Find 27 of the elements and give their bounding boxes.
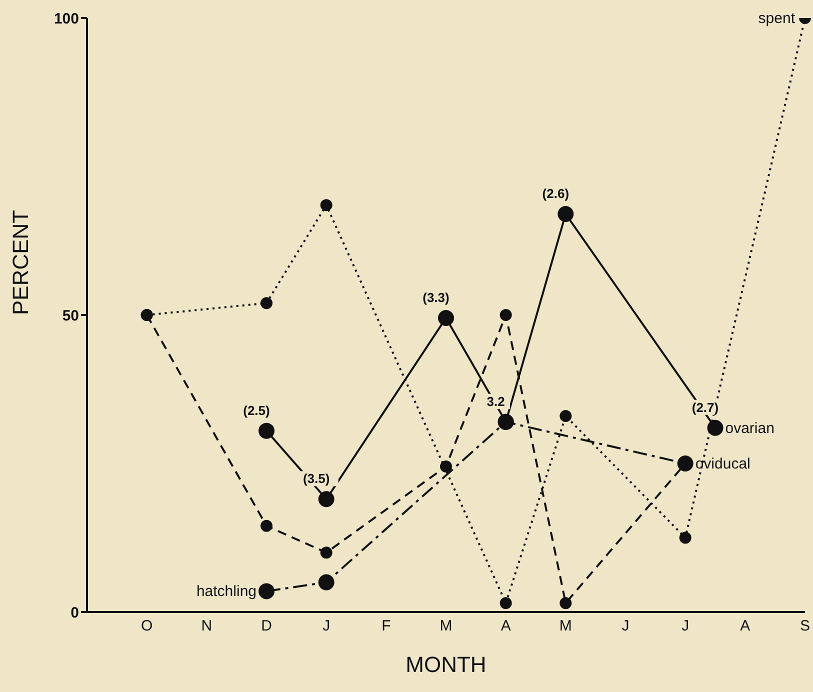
annotation: (3.5) — [302, 471, 330, 486]
x-tick-label: M — [559, 618, 572, 635]
annotation: (2.5) — [243, 402, 270, 418]
series-label: spent — [758, 10, 796, 27]
x-tick-label: J — [322, 618, 330, 635]
x-tick-label: A — [500, 618, 511, 635]
x-axis-title: MONTH — [406, 652, 486, 677]
series-label: hatchling — [196, 583, 256, 600]
annotation: 3.2 — [486, 394, 505, 409]
x-tick-label: J — [622, 618, 630, 635]
x-tick-label: N — [201, 618, 212, 635]
series-label: ovarian — [725, 420, 774, 437]
x-tick-label: J — [682, 618, 690, 635]
annotation: (3.3) — [422, 290, 450, 305]
x-tick-label: F — [382, 618, 391, 635]
y-axis-title: PERCENT — [8, 210, 33, 315]
annotation: (2.7) — [692, 400, 719, 415]
y-tick-label: 100 — [54, 10, 79, 28]
x-tick-label: M — [440, 618, 452, 635]
x-tick-label: D — [261, 618, 272, 635]
x-tick-label: A — [740, 618, 750, 635]
annotation: (2.6) — [542, 186, 570, 202]
y-tick-label: 50 — [62, 307, 79, 324]
series-label: oviducal — [695, 456, 750, 472]
x-tick-label: S — [800, 618, 810, 635]
x-tick-label: O — [140, 618, 153, 635]
y-tick-label: 0 — [70, 604, 79, 622]
